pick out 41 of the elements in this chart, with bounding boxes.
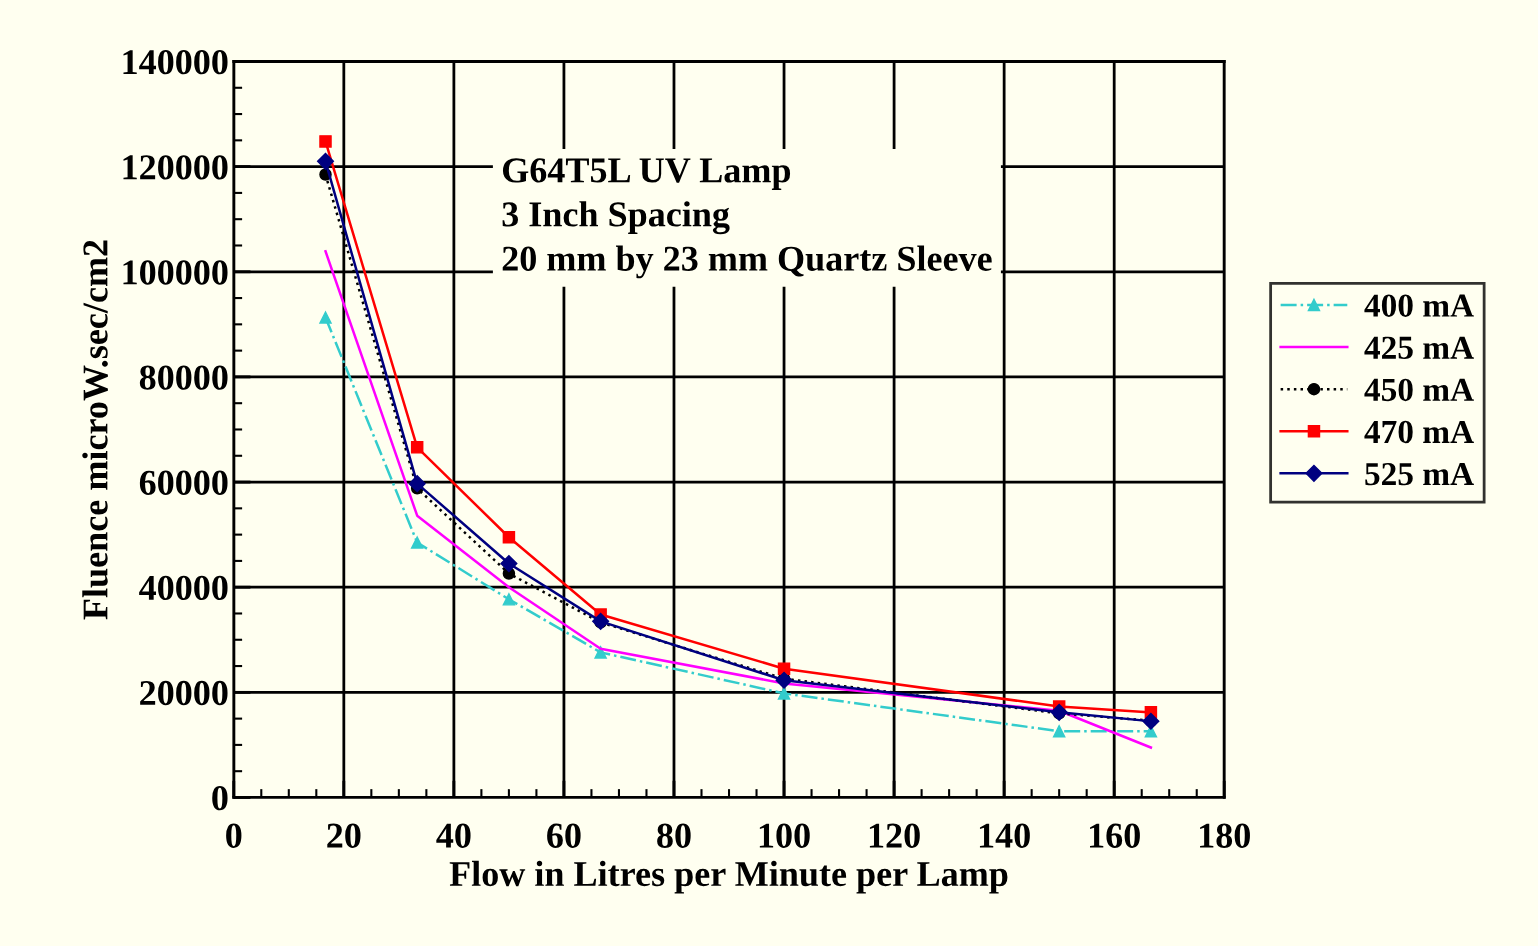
y-tick-label: 20000 xyxy=(140,680,228,706)
point xyxy=(500,554,518,573)
point xyxy=(408,475,426,493)
point xyxy=(410,441,424,454)
y-tick-label: 60000 xyxy=(139,470,228,495)
y-tick-label: 140000 xyxy=(123,50,228,75)
x-tick-label: 80 xyxy=(657,823,691,848)
legend-label: 400 mA xyxy=(1364,294,1474,317)
point xyxy=(775,671,793,689)
legend-label: 525 mA xyxy=(1365,462,1474,486)
x-tick-label: 100 xyxy=(759,823,810,848)
legend-label: 470 mA xyxy=(1364,420,1474,444)
point xyxy=(502,531,516,544)
point xyxy=(502,593,516,606)
y-tick-label: 0 xyxy=(212,785,228,811)
point xyxy=(319,135,332,148)
x-tick-label: 60 xyxy=(547,823,581,848)
y-tick-label: 80000 xyxy=(139,365,228,390)
point xyxy=(1050,703,1068,721)
y-tick-label: 120000 xyxy=(123,155,228,180)
point xyxy=(777,662,791,675)
point xyxy=(319,311,332,324)
legend-label: 425 mA xyxy=(1364,336,1474,360)
y-axis-title: Fluence microW.sec/cm2 xyxy=(82,240,108,620)
point xyxy=(777,687,791,700)
x-tick-label: 160 xyxy=(1090,823,1140,848)
point xyxy=(410,536,424,549)
x-tick-label: 140 xyxy=(979,823,1030,848)
legend-label: 450 mA xyxy=(1364,378,1474,402)
x-tick-label: 180 xyxy=(1200,823,1250,848)
x-tick-label: 120 xyxy=(869,823,920,848)
y-tick-label: 40000 xyxy=(139,575,228,601)
point xyxy=(316,152,335,170)
x-tick-label: 20 xyxy=(327,823,361,848)
x-tick-label: 40 xyxy=(436,823,471,848)
point xyxy=(592,612,610,630)
point xyxy=(594,646,607,659)
y-tick-label: 100000 xyxy=(123,260,228,285)
point xyxy=(1052,724,1066,738)
x-axis-title: Flow in Litres per Minute per Lamp xyxy=(449,860,1008,894)
annotation: G64T5L UV Lamp 3 Inch Spacing 20 mm by 23 mm Quartz Sleeve xyxy=(502,158,992,279)
